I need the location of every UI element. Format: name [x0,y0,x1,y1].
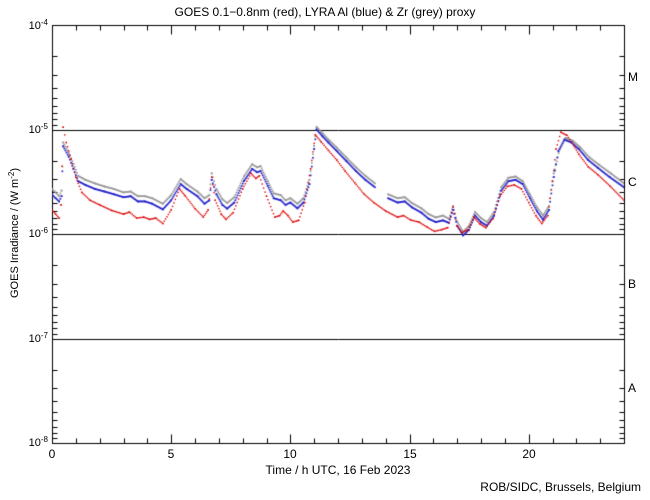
chart-title: GOES 0.1−0.8nm (red), LYRA Al (blue) & Z… [174,5,476,19]
flare-class-label-c: C [628,175,637,189]
x-tick-label: 10 [283,447,297,461]
flare-class-label-b: B [628,277,637,291]
x-axis-label: Time / h UTC, 16 Feb 2023 [265,463,411,477]
x-tick-label: 15 [403,447,417,461]
y-tick-label: 10-5 [28,122,48,136]
x-tick-label: 0 [48,447,56,461]
flare-class-label-m: M [628,70,638,84]
y-axis-label: GOES Irradiance / (W m-2) [7,168,21,298]
y-tick-label: 10-7 [28,331,48,345]
y-tick-label: 10-6 [28,226,48,240]
y-tick-label: 10-4 [28,18,48,32]
credit-text: ROB/SIDC, Brussels, Belgium [480,480,641,494]
x-tick-label: 20 [522,447,536,461]
flare-class-label-a: A [628,381,637,395]
x-tick-label: 5 [167,447,175,461]
y-tick-label: 10-8 [28,435,48,449]
